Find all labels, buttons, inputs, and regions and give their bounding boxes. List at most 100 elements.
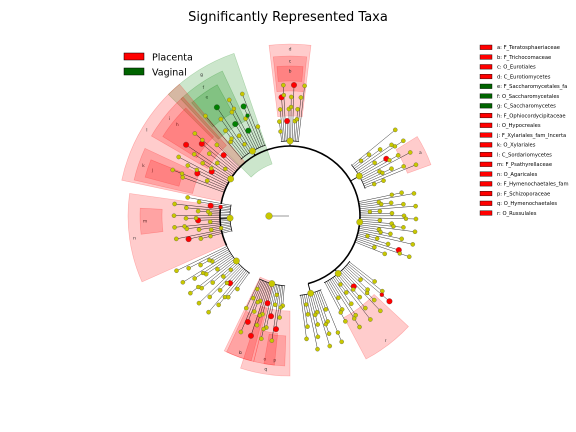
tree-node	[307, 289, 315, 297]
tree-node	[357, 324, 362, 330]
branch-line	[328, 280, 339, 298]
tree-node	[185, 195, 190, 200]
branch-line	[359, 213, 392, 215]
branch-line	[340, 271, 354, 287]
tree-node	[323, 322, 329, 327]
branch-line	[338, 272, 360, 298]
tree-node	[229, 136, 234, 141]
tree-node	[286, 137, 294, 145]
clade-sector-g	[167, 52, 273, 178]
tree-node	[240, 91, 245, 97]
tree-node	[371, 297, 377, 303]
clade-key-label-h: h: F_Ophiocordycipitaceae	[497, 113, 566, 119]
tree-node	[222, 294, 228, 300]
branch-line	[243, 106, 261, 148]
branch-line	[209, 153, 235, 174]
tree-node	[233, 257, 240, 265]
tree-node	[339, 339, 344, 345]
branch-line	[212, 261, 238, 283]
branch-line	[223, 154, 239, 169]
tree-node	[249, 147, 256, 155]
clade-key-swatch	[479, 200, 493, 206]
tree-node	[294, 117, 300, 122]
tree-node	[277, 119, 282, 124]
tree-node	[363, 305, 368, 311]
tree-node	[224, 280, 230, 286]
branch-line	[254, 281, 266, 312]
tree-node	[207, 151, 212, 156]
branch-line	[361, 171, 380, 181]
tree-node	[207, 202, 214, 209]
branch-line	[360, 152, 411, 179]
tree-node	[185, 236, 192, 243]
tree-node	[221, 274, 226, 279]
clade-sector-f	[180, 70, 247, 140]
branch-line	[337, 273, 366, 309]
tree-node	[377, 218, 383, 223]
branch-line	[225, 130, 245, 157]
branch-line	[198, 264, 240, 304]
tree-node	[236, 133, 242, 139]
tree-node	[195, 208, 201, 214]
branch-line	[245, 118, 260, 148]
clade-key-swatch	[479, 210, 493, 216]
branch-line	[201, 260, 236, 289]
tree-node	[399, 236, 404, 242]
clade-sector-label-d: d	[289, 47, 292, 53]
tree-node	[242, 142, 247, 147]
tree-node	[259, 336, 264, 341]
branch-line	[326, 281, 343, 310]
branch-line	[363, 166, 404, 185]
tree-node	[388, 231, 393, 237]
clade-key-swatch	[479, 132, 493, 138]
branch-line	[293, 121, 296, 142]
tree-node	[235, 286, 240, 292]
tree-node	[377, 147, 383, 152]
branch-line	[309, 293, 318, 325]
branch-line	[332, 277, 352, 304]
clade-key-label-i: i: O_Hypocreales	[497, 123, 541, 129]
branch-line	[292, 85, 295, 142]
tree-node	[172, 201, 177, 207]
tree-node	[401, 164, 406, 169]
tree-node	[245, 127, 252, 134]
tree-node	[184, 205, 189, 211]
branch-line	[216, 144, 240, 168]
tree-node	[274, 292, 279, 298]
tree-node	[273, 326, 279, 333]
branch-line	[280, 109, 284, 142]
branch-line	[342, 268, 375, 301]
branch-line	[300, 295, 307, 339]
branch-line	[206, 255, 233, 275]
clade-sector-label-b: b	[289, 69, 292, 75]
branch-line	[229, 268, 244, 284]
branch-line	[357, 162, 375, 174]
tree-node	[172, 225, 177, 230]
tree-node	[200, 160, 205, 166]
legend-swatch-placenta	[123, 52, 145, 61]
tree-node	[208, 234, 213, 239]
tree-node	[399, 190, 404, 195]
tree-node	[288, 104, 294, 110]
group-legend: Placenta Vaginal	[123, 52, 193, 79]
tree-node	[179, 171, 185, 176]
clade-key-label-n: n: O_Agaricales	[497, 172, 538, 178]
branch-line	[208, 269, 245, 313]
clade-sector-q	[240, 305, 291, 377]
branch-line	[198, 224, 231, 230]
branch-line	[256, 282, 270, 326]
tree-node	[304, 336, 309, 342]
tree-node	[380, 170, 385, 176]
tree-node	[413, 216, 419, 222]
clade-key-label-a: a: F_Teratosphaeriaceae	[497, 45, 560, 51]
branch-line	[359, 201, 379, 206]
branch-line	[199, 201, 231, 207]
tree-node	[382, 251, 387, 257]
branch-line	[307, 293, 319, 337]
tree-node	[192, 276, 197, 281]
branch-line	[341, 270, 381, 311]
tree-node	[215, 266, 220, 272]
tree-node	[278, 305, 283, 310]
branch-line	[354, 149, 381, 169]
